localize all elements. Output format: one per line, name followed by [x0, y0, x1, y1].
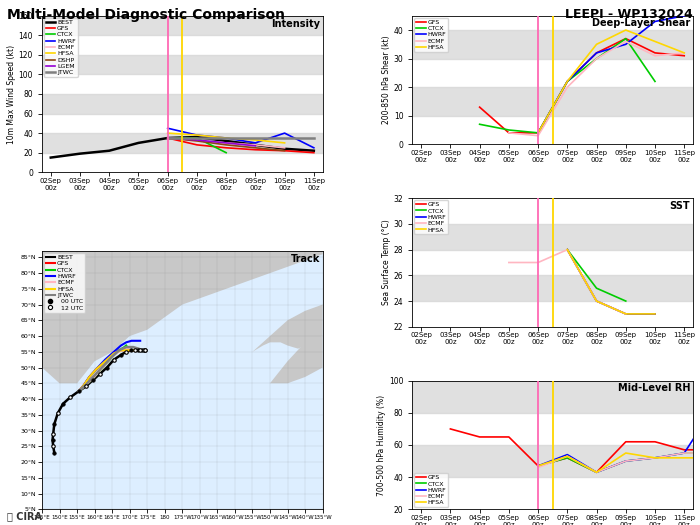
Polygon shape: [77, 336, 105, 361]
Text: Ⓝ CIRA: Ⓝ CIRA: [7, 511, 42, 521]
Text: Mid-Level RH: Mid-Level RH: [617, 383, 690, 393]
Bar: [42, 55, 323, 75]
Bar: [412, 275, 693, 301]
Polygon shape: [253, 304, 323, 352]
Polygon shape: [42, 251, 323, 383]
Bar: [412, 445, 693, 477]
Y-axis label: 700-500 hPa Humidity (%): 700-500 hPa Humidity (%): [377, 394, 386, 496]
Bar: [412, 30, 693, 59]
Legend: GFS, CTCX, HWRF, ECMF, HFSA: GFS, CTCX, HWRF, ECMF, HFSA: [414, 473, 448, 507]
Legend: GFS, CTCX, HWRF, ECMF, HFSA: GFS, CTCX, HWRF, ECMF, HFSA: [414, 18, 448, 52]
Bar: [42, 94, 323, 113]
Text: Track: Track: [290, 254, 320, 264]
Text: Intensity: Intensity: [271, 19, 320, 29]
Legend: BEST, GFS, CTCX, HWRF, ECMF, HFSA, DSHP, LGEM, JTWC: BEST, GFS, CTCX, HWRF, ECMF, HFSA, DSHP,…: [44, 18, 78, 77]
Text: SST: SST: [670, 201, 690, 211]
Y-axis label: 10m Max Wind Speed (kt): 10m Max Wind Speed (kt): [7, 45, 15, 143]
Bar: [412, 224, 693, 250]
Text: Deep-Layer Shear: Deep-Layer Shear: [592, 18, 690, 28]
Bar: [412, 87, 693, 116]
Text: LEEPI - WP132024: LEEPI - WP132024: [566, 8, 693, 21]
Polygon shape: [270, 336, 323, 383]
Y-axis label: 200-850 hPa Shear (kt): 200-850 hPa Shear (kt): [382, 36, 391, 124]
Bar: [412, 381, 693, 413]
Bar: [42, 133, 323, 153]
Text: Multi-Model Diagnostic Comparison: Multi-Model Diagnostic Comparison: [7, 8, 285, 22]
Legend: BEST, GFS, CTCX, HWRF, ECMF, HFSA, JTWC,   00 UTC,   12 UTC: BEST, GFS, CTCX, HWRF, ECMF, HFSA, JTWC,…: [44, 253, 85, 312]
Bar: [42, 16, 323, 35]
Y-axis label: Sea Surface Temp (°C): Sea Surface Temp (°C): [382, 219, 391, 306]
Legend: GFS, CTCX, HWRF, ECMF, HFSA: GFS, CTCX, HWRF, ECMF, HFSA: [414, 200, 448, 235]
